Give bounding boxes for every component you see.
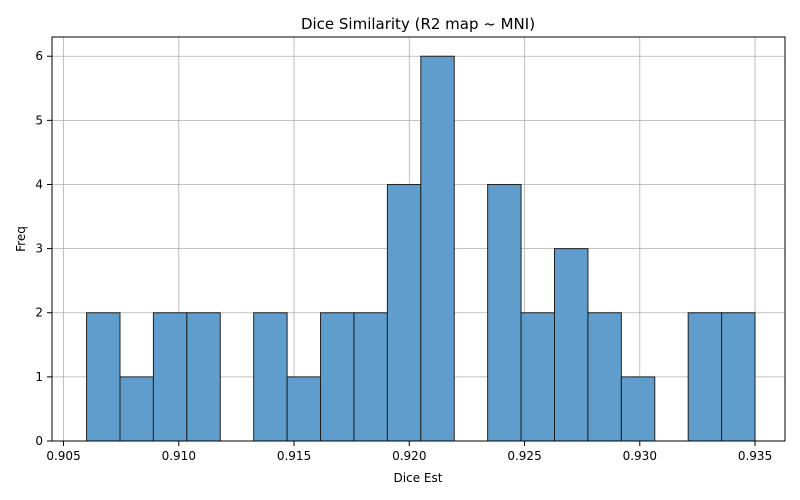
y-tick-label-1: 1	[35, 370, 43, 384]
histogram-bar-5	[253, 312, 288, 442]
x-ticks: 0.905 0.910 0.915 0.920 0.925 0.930 0.935	[46, 441, 772, 463]
histogram-bar-6	[286, 376, 322, 442]
x-tick-label-5: 0.930	[623, 449, 657, 463]
x-tick-label-3: 0.920	[392, 449, 426, 463]
x-tick-label-0: 0.905	[46, 449, 80, 463]
histogram-bar-2	[152, 312, 188, 442]
y-tick-label-3: 3	[35, 242, 43, 256]
grid-layer	[52, 37, 785, 442]
histogram-bar-1	[119, 376, 154, 442]
histogram-bar-13	[520, 312, 555, 442]
histogram-bar-3	[186, 312, 221, 442]
histogram-bar-18	[687, 312, 723, 442]
histogram-bar-8	[353, 312, 388, 442]
histogram-bar-14	[553, 248, 589, 442]
x-tick-label-1: 0.910	[162, 449, 196, 463]
histogram-bar-0	[86, 312, 121, 442]
y-axis-label: Freq	[14, 226, 28, 252]
histogram-bar-15	[587, 312, 622, 442]
histogram-bar-7	[320, 312, 355, 442]
histogram-bar-16	[620, 376, 656, 442]
histogram-bar-12	[487, 183, 522, 442]
y-tick-label-6: 6	[35, 49, 43, 63]
bars-layer	[86, 55, 756, 442]
x-tick-label-2: 0.915	[277, 449, 311, 463]
x-tick-label-4: 0.925	[507, 449, 541, 463]
y-ticks: 0 1 2 3 4 5 6	[35, 49, 52, 448]
histogram-bar-9	[386, 183, 422, 442]
y-tick-label-4: 4	[35, 177, 43, 191]
y-tick-label-2: 2	[35, 306, 43, 320]
histogram-bar-10	[420, 55, 455, 442]
y-tick-label-0: 0	[35, 434, 43, 448]
histogram-bar-19	[721, 312, 756, 442]
x-tick-label-6: 0.935	[738, 449, 772, 463]
plot-frame	[51, 36, 786, 442]
chart-title: Dice Similarity (R2 map ~ MNI)	[301, 15, 535, 33]
y-tick-label-5: 5	[35, 113, 43, 127]
x-axis-label: Dice Est	[394, 471, 443, 485]
